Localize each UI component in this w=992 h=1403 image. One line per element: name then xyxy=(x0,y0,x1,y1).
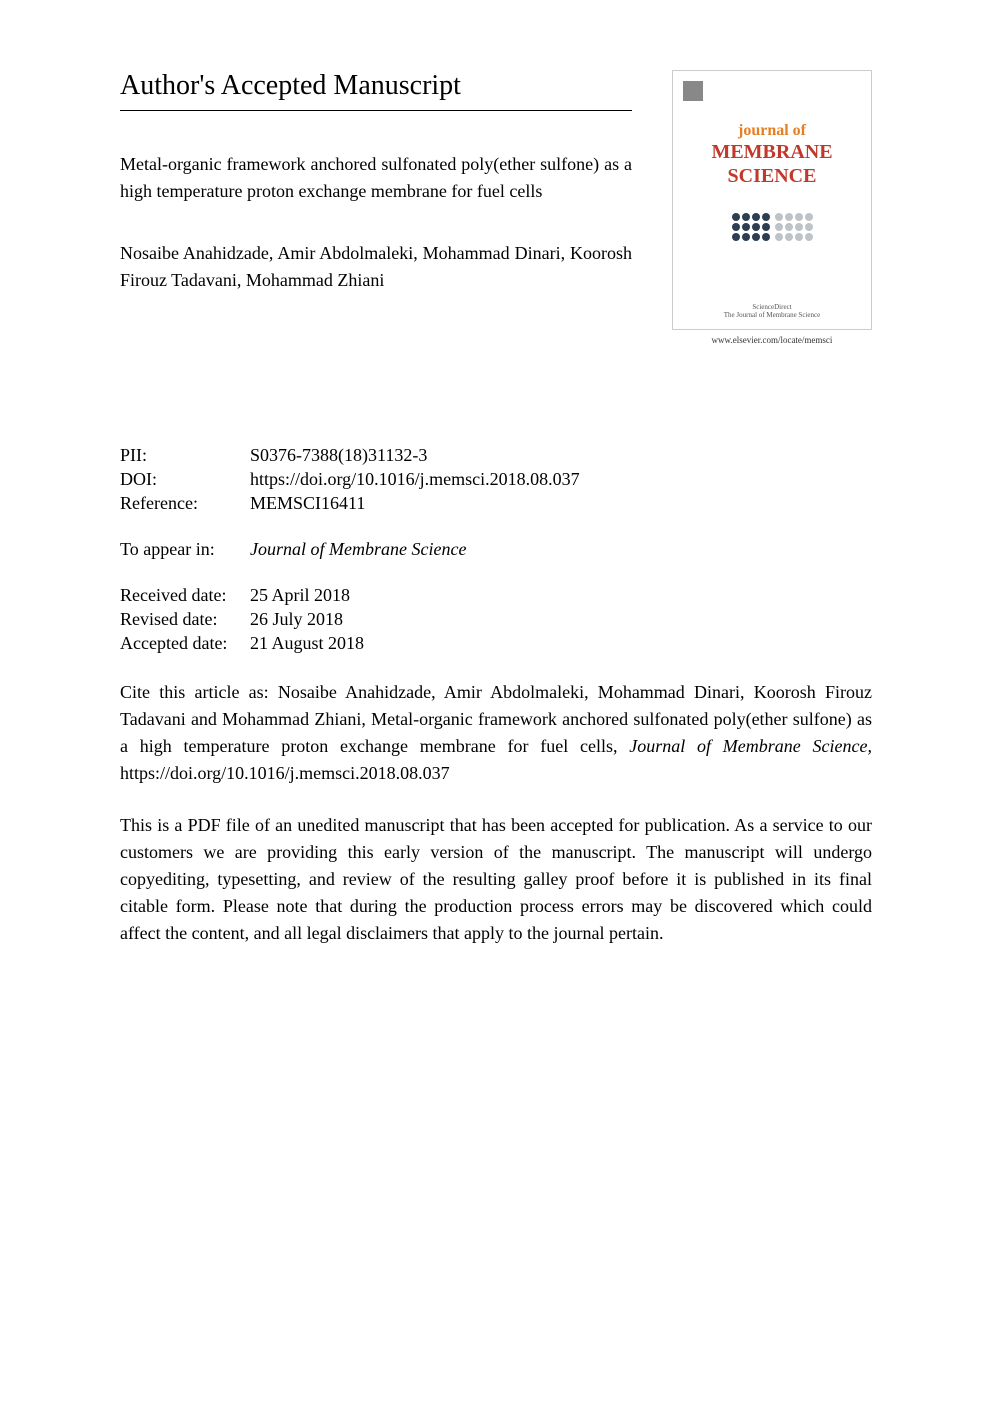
header-section: Author's Accepted Manuscript Metal-organ… xyxy=(120,70,872,345)
pii-label: PII: xyxy=(120,445,250,466)
appear-in-label: To appear in: xyxy=(120,539,250,560)
revised-value: 26 July 2018 xyxy=(250,609,343,630)
received-value: 25 April 2018 xyxy=(250,585,350,606)
accepted-label: Accepted date: xyxy=(120,633,250,654)
doi-label: DOI: xyxy=(120,469,250,490)
cover-top xyxy=(673,71,871,116)
cover-bottom: ScienceDirect The Journal of Membrane Sc… xyxy=(673,303,871,319)
revised-label: Revised date: xyxy=(120,609,250,630)
citation-journal: Journal of Membrane Science, xyxy=(629,736,872,756)
doi-value: https://doi.org/10.1016/j.memsci.2018.08… xyxy=(250,469,872,490)
disclaimer: This is a PDF file of an unedited manusc… xyxy=(120,812,872,947)
appear-in-value: Journal of Membrane Science xyxy=(250,539,466,560)
authors: Nosaibe Anahidzade, Amir Abdolmaleki, Mo… xyxy=(120,240,632,294)
revised-date-row: Revised date: 26 July 2018 xyxy=(120,609,872,630)
molecule-light-icon xyxy=(775,213,813,241)
cover-journal-name: journal of MEMBRANE SCIENCE xyxy=(673,116,871,203)
cover-journal-of: journal of xyxy=(683,121,861,140)
citation: Cite this article as: Nosaibe Anahidzade… xyxy=(120,679,872,787)
dates-section: Received date: 25 April 2018 Revised dat… xyxy=(120,585,872,654)
section-title: Author's Accepted Manuscript xyxy=(120,70,632,111)
citation-suffix: https://doi.org/10.1016/j.memsci.2018.08… xyxy=(120,763,450,783)
article-title: Metal-organic framework anchored sulfona… xyxy=(120,151,632,205)
journal-cover: journal of MEMBRANE SCIENCE ScienceDirec… xyxy=(672,70,872,330)
reference-value: MEMSCI16411 xyxy=(250,493,872,514)
received-date-row: Received date: 25 April 2018 xyxy=(120,585,872,606)
accepted-date-row: Accepted date: 21 August 2018 xyxy=(120,633,872,654)
metadata-section: PII: S0376-7388(18)31132-3 DOI: https://… xyxy=(120,445,872,514)
publisher-logo-icon xyxy=(683,81,703,101)
metadata-doi-row: DOI: https://doi.org/10.1016/j.memsci.20… xyxy=(120,469,872,490)
journal-cover-container: journal of MEMBRANE SCIENCE ScienceDirec… xyxy=(672,70,872,345)
cover-science: SCIENCE xyxy=(683,164,861,188)
metadata-reference-row: Reference: MEMSCI16411 xyxy=(120,493,872,514)
cover-graphic xyxy=(673,203,871,261)
cover-subtitle: The Journal of Membrane Science xyxy=(673,311,871,319)
cover-url: www.elsevier.com/locate/memsci xyxy=(672,335,872,345)
molecule-dark-icon xyxy=(732,213,770,241)
cover-membrane: MEMBRANE xyxy=(683,140,861,164)
header-left: Author's Accepted Manuscript Metal-organ… xyxy=(120,70,672,294)
reference-label: Reference: xyxy=(120,493,250,514)
accepted-value: 21 August 2018 xyxy=(250,633,364,654)
received-label: Received date: xyxy=(120,585,250,606)
metadata-pii-row: PII: S0376-7388(18)31132-3 xyxy=(120,445,872,466)
pii-value: S0376-7388(18)31132-3 xyxy=(250,445,872,466)
cover-publisher: ScienceDirect xyxy=(673,303,871,311)
appear-in-section: To appear in: Journal of Membrane Scienc… xyxy=(120,539,872,560)
